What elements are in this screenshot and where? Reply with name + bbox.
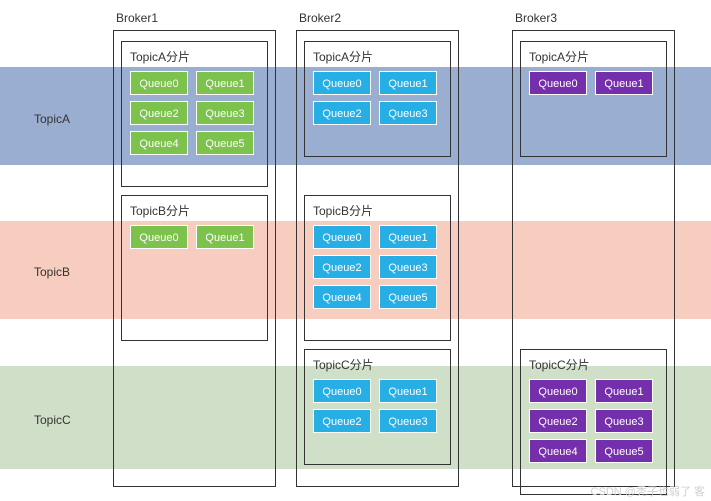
queue-box: Queue2 [313,255,371,279]
shard-title: TopicC分片 [529,356,666,373]
queue-list: Queue0 Queue1 Queue2 Queue3 Queue4 Queue5 [122,71,267,161]
shard-title: TopicB分片 [130,202,267,219]
queue-box: Queue2 [313,101,371,125]
queue-list: Queue0 Queue1 [521,71,666,101]
queue-box: Queue1 [196,71,254,95]
topic-shard: TopicA分片 Queue0 Queue1 Queue2 Queue3 [304,41,451,157]
queue-box: Queue3 [379,101,437,125]
queue-box: Queue5 [595,439,653,463]
topic-shard: TopicC分片Queue0Queue1Queue2Queue3Queue4Qu… [520,349,667,495]
queue-list: Queue0 Queue1 Queue2 Queue3 [305,71,450,131]
queue-box: Queue1 [595,379,653,403]
queue-box: Queue5 [379,285,437,309]
topic-shard: TopicA分片 Queue0 Queue1 [520,41,667,157]
broker-column: Broker2TopicA分片Queue0Queue1Queue2Queue3T… [296,30,459,487]
broker-title: Broker3 [515,11,557,25]
queue-box: Queue0 [313,225,371,249]
queue-box: Queue0 [313,379,371,403]
queue-list: Queue0 Queue1 Queue2 Queue3 Queue4 Queue5 [521,379,666,469]
shard-title: TopicA分片 [529,48,666,65]
shard-title: TopicA分片 [130,48,267,65]
queue-list: Queue0 Queue1 Queue2 Queue3 Queue4 Queue5 [305,225,450,315]
queue-box: Queue2 [529,409,587,433]
broker-column: Broker3TopicA分片Queue0Queue1TopicC分片Queue… [512,30,675,487]
topic-shard: TopicA分片Queue0Queue1Queue2Queue3Queue4Qu… [121,41,268,187]
row-label-topic-b: TopicB [34,265,70,279]
queue-box: Queue2 [313,409,371,433]
topic-shard: TopicB分片Queue0Queue1Queue2Queue3Queue4Qu… [304,195,451,341]
topic-shard: TopicC分片 Queue0 Queue1 Queue2 Queue3 [304,349,451,465]
queue-box: Queue2 [130,101,188,125]
queue-box: Queue1 [595,71,653,95]
shard-title: TopicC分片 [313,356,450,373]
row-label-topic-a: TopicA [34,112,70,126]
queue-box: Queue0 [529,379,587,403]
queue-list: Queue0 Queue1 [122,225,267,255]
queue-box: Queue3 [196,101,254,125]
queue-box: Queue4 [529,439,587,463]
shard-title: TopicA分片 [313,48,450,65]
queue-box: Queue1 [379,71,437,95]
queue-box: Queue0 [130,225,188,249]
queue-list: Queue0 Queue1 Queue2 Queue3 [305,379,450,439]
queue-box: Queue3 [595,409,653,433]
broker-title: Broker1 [116,11,158,25]
shard-title: TopicB分片 [313,202,450,219]
row-label-topic-c: TopicC [34,413,71,427]
queue-box: Queue4 [313,285,371,309]
queue-box: Queue0 [313,71,371,95]
queue-box: Queue0 [130,71,188,95]
topic-shard: TopicB分片 Queue0 Queue1 [121,195,268,341]
queue-box: Queue1 [379,225,437,249]
queue-box: Queue3 [379,255,437,279]
broker-title: Broker2 [299,11,341,25]
queue-box: Queue1 [196,225,254,249]
queue-box: Queue0 [529,71,587,95]
queue-box: Queue4 [130,131,188,155]
watermark: CSDN @秃子也弱了 客 [591,483,705,499]
queue-box: Queue3 [379,409,437,433]
queue-box: Queue5 [196,131,254,155]
broker-column: Broker1TopicA分片Queue0Queue1Queue2Queue3Q… [113,30,276,487]
queue-box: Queue1 [379,379,437,403]
